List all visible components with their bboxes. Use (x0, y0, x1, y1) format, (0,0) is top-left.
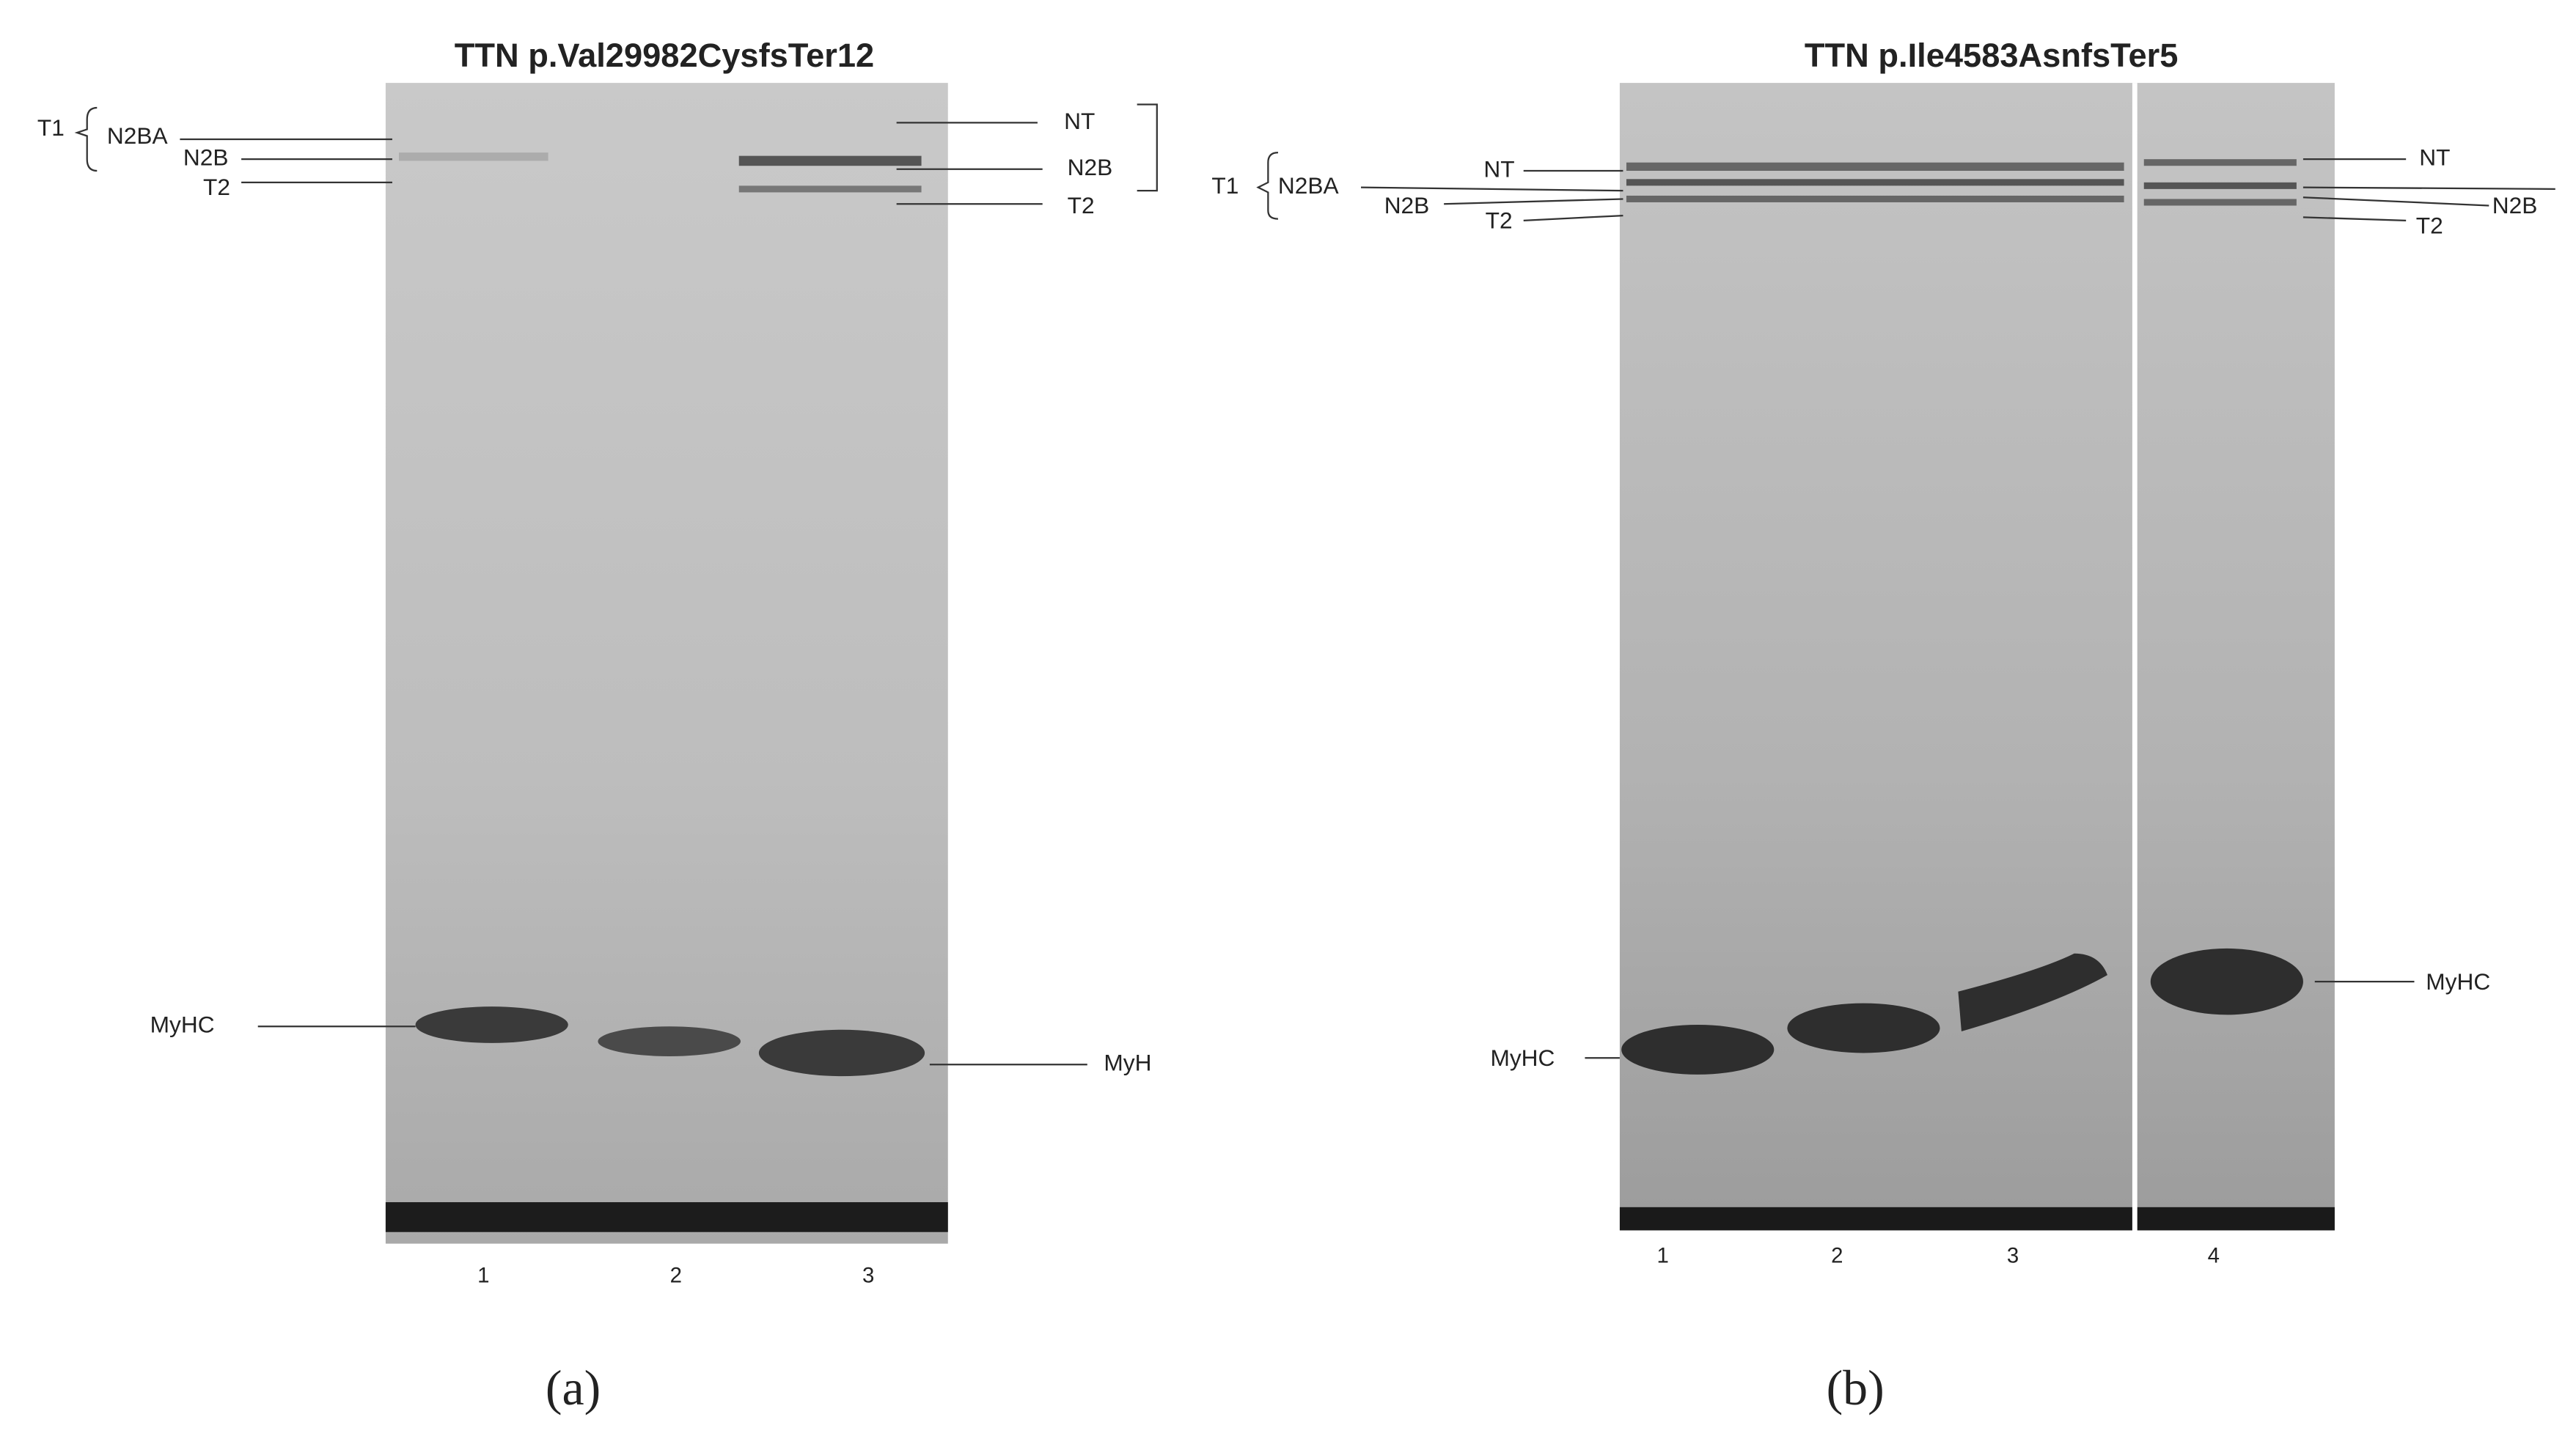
leader-line (1361, 186, 1623, 192)
lane-number: 2 (670, 1264, 682, 1288)
band (1958, 953, 2107, 1032)
band-label: MyHC (2426, 968, 2490, 995)
panel-label: (b) (1827, 1360, 1885, 1415)
leader-line (1444, 198, 1623, 205)
band-label: T1 (1211, 172, 1239, 199)
band (415, 1006, 568, 1043)
leader-line (2302, 196, 2489, 207)
band-label: MyH (1104, 1050, 1151, 1076)
band-label: MyHC (1490, 1045, 1555, 1071)
band-label: T2 (2416, 212, 2443, 238)
lane-number: 4 (2208, 1243, 2220, 1267)
band-label: N2B (183, 144, 229, 171)
band (1787, 1003, 1940, 1053)
lane-number: 3 (862, 1264, 874, 1288)
panel-a: TTN p.Val29982CysfsTer12 T1 N2BA N2B T2 … (37, 37, 1158, 1415)
band-label: T1 (37, 114, 65, 141)
panel-title: TTN p.Val29982CysfsTer12 (455, 37, 874, 74)
lane-number: 1 (477, 1264, 489, 1288)
band (385, 1202, 948, 1232)
band-label: NT (1483, 155, 1514, 182)
band-label: N2B (1068, 154, 1113, 180)
leader-line (1523, 214, 1623, 221)
bands (385, 152, 948, 1232)
band-label: T2 (1486, 207, 1513, 233)
band-label: MyHC (150, 1012, 215, 1038)
band (1626, 195, 2124, 202)
band (2143, 159, 2297, 166)
band (1619, 1207, 2335, 1231)
band (2150, 948, 2303, 1015)
band-label: T2 (203, 174, 230, 200)
band (1626, 179, 2124, 186)
panel-b: TTN p.Ile4583AsnfsTer5 T1 N2BA NT N2B T2… (1211, 37, 2555, 1415)
band-label: N2B (1384, 192, 1430, 218)
band (738, 155, 922, 166)
separator (2132, 83, 2138, 1231)
band (738, 185, 922, 193)
panel-label: (a) (546, 1360, 601, 1415)
band (1621, 1024, 1775, 1075)
band (598, 1026, 741, 1056)
band (758, 1029, 925, 1077)
band (2143, 182, 2297, 189)
leader-line (2302, 216, 2407, 221)
panel-title: TTN p.Ile4583AsnfsTer5 (1805, 37, 2178, 74)
lane-number: 1 (1657, 1243, 1669, 1267)
lane-number: 3 (2007, 1243, 2019, 1267)
lane-number: 2 (1831, 1243, 1843, 1267)
band-label: NT (1064, 108, 1095, 134)
bracket (1256, 151, 1278, 220)
band (2143, 199, 2297, 206)
leader-line (2302, 186, 2555, 191)
band-label: N2BA (1278, 172, 1340, 199)
band-label: N2B (2492, 192, 2538, 218)
band-label: T2 (1068, 192, 1095, 218)
bracket (74, 106, 98, 172)
band (1626, 162, 2124, 171)
bands (1619, 159, 2335, 1231)
band-label: NT (2419, 144, 2450, 171)
band-label: N2BA (107, 122, 169, 149)
band (399, 152, 548, 161)
bracket (1137, 103, 1158, 192)
